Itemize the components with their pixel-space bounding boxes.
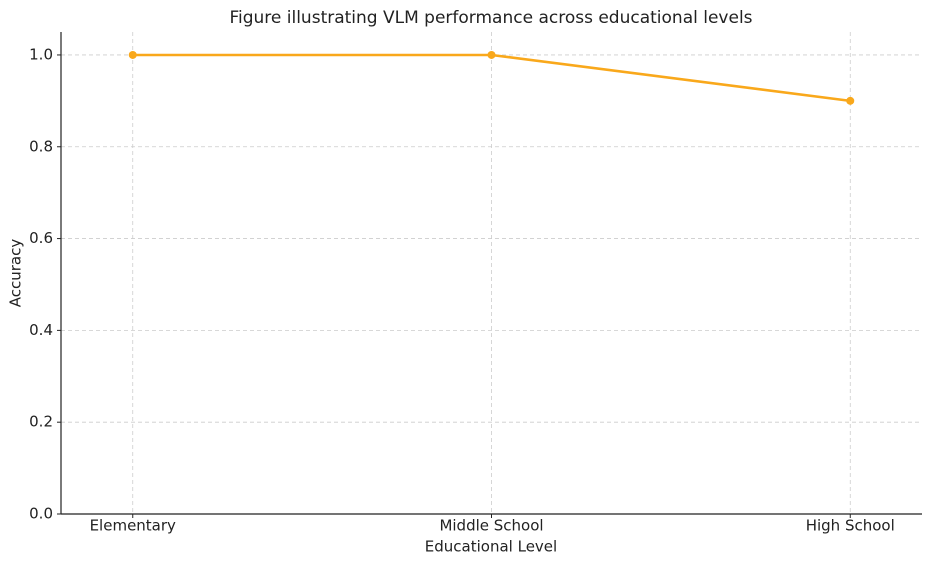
y-axis-label: Accuracy — [7, 239, 25, 308]
x-tick-label: Elementary — [90, 517, 176, 535]
x-axis-label: Educational Level — [425, 538, 557, 556]
y-tick-label: 0.8 — [29, 137, 53, 155]
marker — [487, 50, 496, 59]
x-tick-label: High School — [806, 517, 895, 535]
y-tick-label: 0.0 — [29, 505, 53, 523]
marker — [128, 50, 137, 59]
y-tick-label: 0.6 — [29, 229, 53, 247]
marker — [846, 96, 855, 105]
y-tick-label: 0.4 — [29, 321, 53, 339]
y-tick-label: 0.2 — [29, 413, 53, 431]
chart-title: Figure illustrating VLM performance acro… — [229, 8, 752, 28]
x-tick-label: Middle School — [439, 517, 543, 535]
y-tick-label: 1.0 — [29, 45, 53, 63]
